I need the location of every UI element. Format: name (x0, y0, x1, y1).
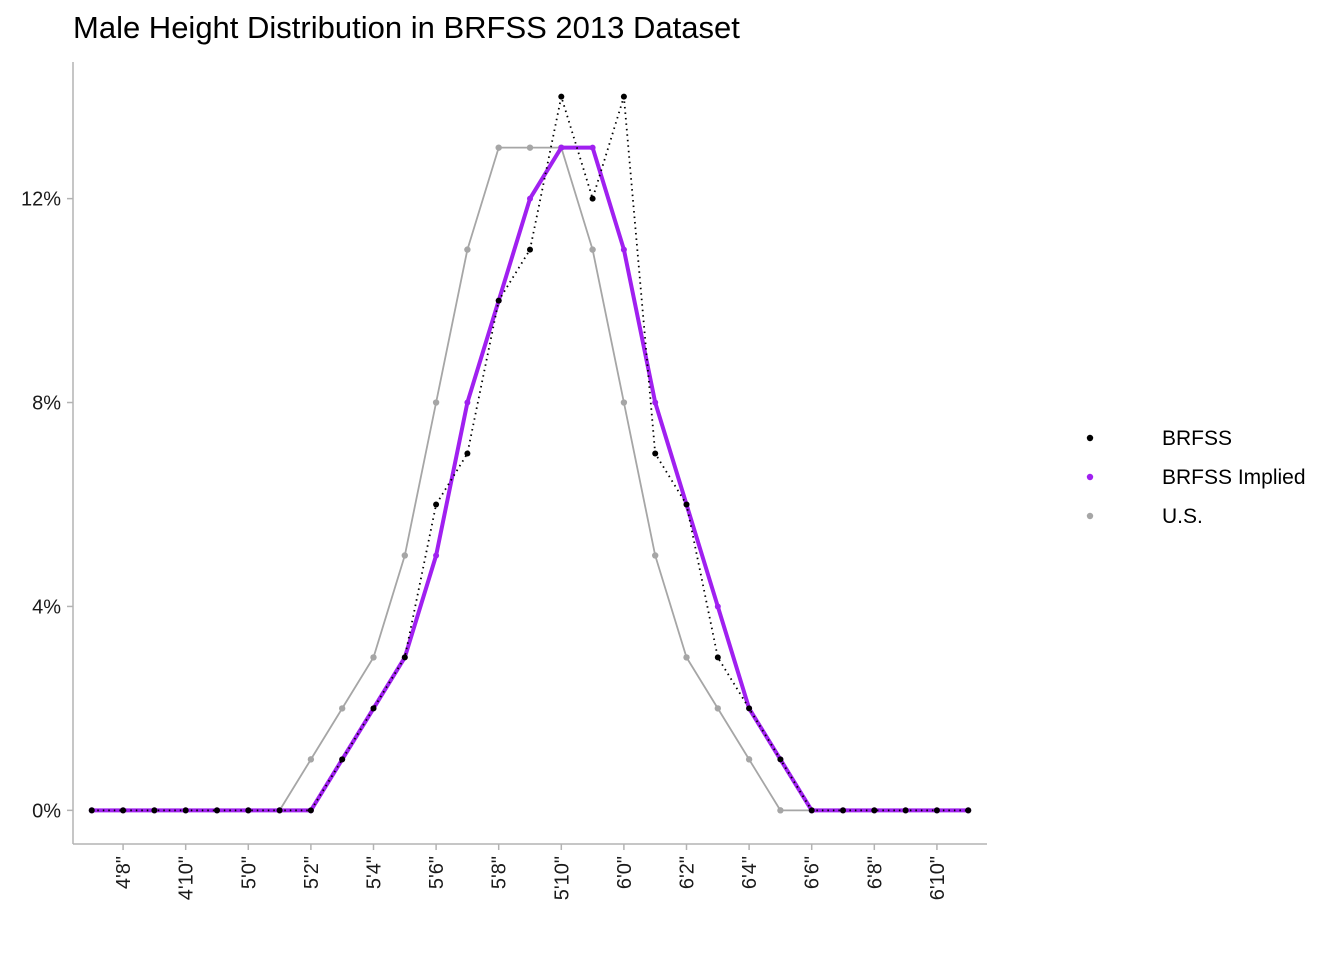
data-point-brfss (808, 807, 815, 814)
x-tick-label: 6'8" (864, 856, 886, 889)
x-tick-label: 6'4" (739, 856, 761, 889)
legend-item-u-s: U.S. (1086, 505, 1203, 528)
data-point-brfss (339, 756, 346, 763)
legend-key (1086, 473, 1094, 481)
x-tick-label: 5'0" (238, 856, 260, 889)
series-line-brfss (91, 95, 969, 812)
legend-label: BRFSS Implied (1162, 466, 1306, 489)
x-tick-label: 6'10" (927, 856, 949, 900)
data-point-u-s (745, 756, 753, 763)
series-brfss (88, 93, 972, 814)
data-point-brfss-implied (558, 144, 565, 151)
data-point-brfss (620, 93, 627, 100)
data-point-u-s (338, 705, 346, 712)
data-point-brfss (401, 654, 408, 661)
data-point-u-s (589, 246, 596, 253)
data-point-brfss (652, 450, 659, 457)
x-tick-label: 6'2" (677, 856, 699, 889)
legend-label: U.S. (1162, 505, 1203, 528)
series-u-s (88, 144, 972, 814)
legend: BRFSS BRFSS Implied U.S. (1086, 427, 1306, 528)
data-point-brfss (433, 501, 440, 508)
x-tick-label: 6'0" (614, 856, 636, 889)
data-point-brfss (965, 807, 972, 814)
series-brfss-implied (88, 144, 972, 814)
x-tick-label: 5'8" (489, 856, 511, 889)
data-point-brfss (902, 807, 909, 814)
data-point-u-s (495, 144, 502, 151)
data-point-u-s (777, 807, 784, 814)
data-point-brfss (245, 807, 252, 814)
data-point-brfss-implied (527, 195, 533, 202)
data-point-brfss (558, 93, 565, 100)
data-point-u-s (401, 552, 408, 559)
data-point-brfss (589, 195, 596, 202)
series-layer (88, 93, 972, 814)
data-point-u-s (526, 144, 534, 151)
data-point-u-s (652, 552, 659, 559)
legend-key (1086, 434, 1094, 442)
data-point-brfss (370, 705, 377, 712)
data-point-brfss-implied (652, 399, 659, 406)
data-point-brfss (777, 756, 784, 763)
data-point-brfss (495, 297, 502, 304)
legend-key (1086, 512, 1094, 520)
data-point-brfss (871, 807, 878, 814)
data-point-brfss (276, 807, 283, 814)
data-point-brfss (527, 246, 533, 253)
data-point-brfss (151, 807, 158, 814)
data-point-u-s (307, 756, 315, 763)
x-tick-label: 4'10" (176, 856, 198, 900)
x-tick-label: 4'8" (113, 856, 135, 889)
axes: 0% 4% 8% 12% 4'8" 4'10" 5'0" 5'2" 5'4" 5'6" 5'8" 5'… (21, 62, 987, 900)
data-point-brfss-implied (620, 246, 627, 253)
data-point-brfss (182, 807, 189, 814)
y-tick-label: 4% (32, 596, 61, 618)
data-point-brfss (213, 807, 220, 814)
x-tick-label: 6'6" (802, 856, 824, 889)
data-point-u-s (620, 399, 628, 406)
data-point-brfss-implied (433, 552, 440, 559)
legend-label: BRFSS (1162, 427, 1232, 450)
data-point-u-s (464, 246, 471, 253)
data-point-brfss (307, 807, 314, 814)
data-point-brfss (714, 654, 721, 661)
data-point-u-s (683, 654, 690, 661)
chart-title: Male Height Distribution in BRFSS 2013 D… (73, 10, 740, 45)
legend-item-brfss: BRFSS (1086, 427, 1232, 450)
y-tick-label: 0% (32, 800, 61, 822)
data-point-brfss-implied (714, 603, 721, 610)
y-tick-label: 12% (21, 189, 61, 211)
x-tick-label: 5'4" (363, 856, 385, 889)
data-point-u-s (432, 399, 440, 406)
data-point-brfss (933, 807, 940, 814)
y-tick-label: 8% (32, 393, 61, 415)
x-tick-label: 5'6" (426, 856, 448, 889)
data-point-brfss (683, 501, 690, 508)
data-point-u-s (370, 654, 377, 661)
x-tick-label: 5'10" (551, 856, 573, 900)
x-tick-label: 5'2" (301, 856, 323, 889)
data-point-brfss-implied (589, 144, 596, 151)
data-point-brfss-implied (464, 399, 471, 406)
data-point-u-s (714, 705, 722, 712)
data-point-brfss (464, 450, 471, 457)
data-point-brfss (88, 807, 95, 814)
data-point-brfss (746, 705, 753, 712)
data-point-brfss (840, 807, 847, 814)
data-point-brfss (120, 807, 127, 814)
legend-item-brfss-implied: BRFSS Implied (1086, 466, 1306, 489)
